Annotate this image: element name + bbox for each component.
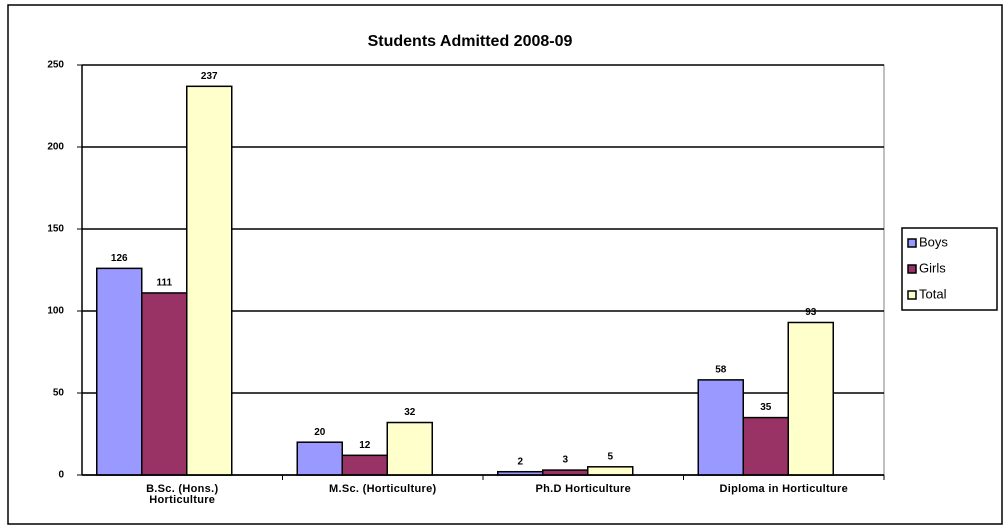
data-label: 12 xyxy=(359,440,371,451)
legend-swatch xyxy=(907,238,917,248)
x-tick-label: B.Sc. (Hons.) Horticulture xyxy=(146,483,219,506)
bar xyxy=(296,441,343,476)
bar xyxy=(341,454,388,476)
y-tick-label: 50 xyxy=(53,388,65,399)
bar xyxy=(787,321,834,476)
bar xyxy=(386,421,433,476)
legend-swatch xyxy=(907,290,917,300)
bar xyxy=(587,466,634,476)
x-tick-label: Diploma in Horticulture xyxy=(719,483,849,495)
bar xyxy=(186,85,233,476)
data-label: 93 xyxy=(805,307,817,318)
y-tick-label: 200 xyxy=(47,142,64,153)
data-label: 111 xyxy=(156,278,172,289)
bar xyxy=(742,416,789,476)
x-tick-label: M.Sc. (Horticulture) xyxy=(329,483,437,495)
y-tick-label: 0 xyxy=(58,470,64,481)
bar xyxy=(697,379,744,476)
x-tick-label: Ph.D Horticulture xyxy=(535,483,632,495)
y-tick-label: 250 xyxy=(47,60,64,71)
y-tick-label: 100 xyxy=(47,306,64,317)
y-tick-label: 150 xyxy=(47,224,64,235)
data-label: 237 xyxy=(201,71,218,82)
legend-label: Total xyxy=(919,286,947,301)
chart-title: Students Admitted 2008-09 xyxy=(368,33,573,50)
data-label: 3 xyxy=(562,455,568,466)
data-label: 35 xyxy=(760,402,772,413)
data-label: 20 xyxy=(314,427,326,438)
legend-box xyxy=(901,227,998,311)
bar xyxy=(96,267,143,476)
data-label: 32 xyxy=(404,407,416,418)
data-label: 58 xyxy=(715,365,727,376)
legend-swatch xyxy=(907,264,917,274)
data-label: 5 xyxy=(607,451,613,462)
bar xyxy=(141,292,188,476)
data-label: 2 xyxy=(517,456,523,467)
legend-label: Boys xyxy=(919,234,948,249)
data-label: 126 xyxy=(111,253,128,264)
legend-label: Girls xyxy=(919,260,946,275)
